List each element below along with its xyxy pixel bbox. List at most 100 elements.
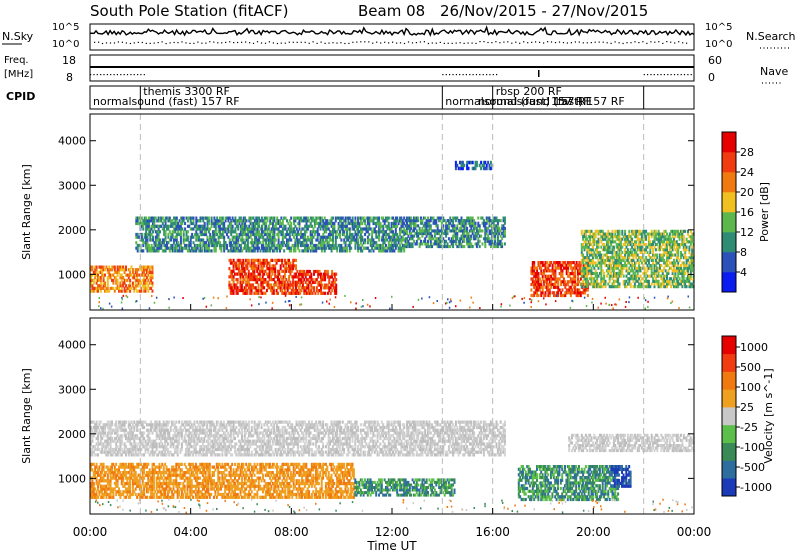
data-cell xyxy=(277,272,279,276)
data-cell xyxy=(404,229,407,233)
data-cell xyxy=(182,241,185,245)
data-cell xyxy=(230,221,233,226)
data-cell xyxy=(664,269,667,273)
data-cell xyxy=(343,230,346,234)
data-cell xyxy=(232,258,235,262)
data-cell xyxy=(238,272,241,276)
data-cell xyxy=(608,240,611,244)
data-cell xyxy=(471,245,474,249)
data-cell xyxy=(596,282,599,286)
data-cell xyxy=(320,291,322,295)
data-cell xyxy=(492,219,495,223)
noise-search-dot xyxy=(276,42,278,45)
data-cell xyxy=(600,279,603,283)
data-cell xyxy=(447,226,450,230)
near-range-speck xyxy=(643,297,645,299)
data-cell xyxy=(227,224,230,228)
data-cell xyxy=(674,248,677,252)
noise-right-label: N.Search xyxy=(746,30,796,43)
data-cell xyxy=(624,240,627,244)
data-cell xyxy=(594,285,597,289)
data-cell xyxy=(322,243,325,248)
data-cell xyxy=(344,246,347,250)
data-cell xyxy=(293,264,296,268)
data-cell xyxy=(579,293,582,298)
data-cell xyxy=(346,235,348,239)
data-cell xyxy=(587,245,590,249)
data-cell xyxy=(394,219,397,223)
data-cell xyxy=(612,245,615,249)
data-cell xyxy=(362,238,365,242)
data-cell xyxy=(389,235,392,239)
data-cell xyxy=(645,285,648,289)
data-cell xyxy=(572,277,575,281)
data-cell xyxy=(153,219,156,223)
data-cell xyxy=(628,261,631,265)
data-cell xyxy=(555,280,558,284)
data-cell xyxy=(173,216,175,220)
data-cell xyxy=(231,238,234,242)
data-cell xyxy=(645,279,648,283)
data-cell xyxy=(470,245,473,249)
data-cell xyxy=(207,241,210,245)
data-cell xyxy=(269,238,272,242)
data-cell xyxy=(499,229,502,233)
data-cell xyxy=(628,279,631,283)
data-cell xyxy=(234,249,237,253)
data-cell xyxy=(656,274,659,278)
data-cell xyxy=(593,271,596,275)
noise-search-dot xyxy=(149,42,151,44)
data-cell xyxy=(460,163,463,168)
data-cell xyxy=(536,282,539,287)
data-cell xyxy=(460,245,463,249)
data-cell xyxy=(670,261,673,265)
data-cell xyxy=(288,224,291,228)
data-cell xyxy=(151,284,154,288)
data-cell xyxy=(380,216,383,220)
noise-search-dot xyxy=(662,42,664,44)
data-cell xyxy=(239,232,242,237)
data-cell xyxy=(268,278,271,282)
data-cell xyxy=(575,293,578,298)
data-cell xyxy=(159,238,161,242)
data-cell xyxy=(312,216,315,220)
data-cell xyxy=(583,271,586,275)
data-cell xyxy=(533,291,536,295)
data-cell xyxy=(484,160,487,165)
data-cell xyxy=(329,235,332,239)
data-cell xyxy=(228,275,231,279)
data-cell xyxy=(246,288,249,293)
data-cell xyxy=(379,230,382,234)
data-cell xyxy=(586,266,589,270)
data-cell xyxy=(614,285,617,289)
data-cell xyxy=(418,232,421,236)
data-cell xyxy=(147,227,150,231)
data-cell xyxy=(666,271,668,275)
data-cell xyxy=(264,280,267,284)
data-cell xyxy=(660,253,663,257)
data-cell xyxy=(621,245,624,249)
data-cell xyxy=(297,221,300,226)
near-range-speck xyxy=(249,298,251,301)
data-cell xyxy=(652,253,655,257)
data-cell xyxy=(670,266,673,270)
data-cell xyxy=(454,237,457,241)
data-cell xyxy=(228,216,231,220)
data-cell xyxy=(272,249,274,253)
data-cell xyxy=(475,245,478,249)
data-cell xyxy=(226,243,228,248)
data-cell xyxy=(481,216,484,220)
data-cell xyxy=(638,240,641,244)
data-cell xyxy=(617,245,620,249)
data-cell xyxy=(329,283,332,287)
data-cell xyxy=(661,256,664,260)
data-cell xyxy=(631,229,634,233)
data-cell xyxy=(147,273,150,277)
data-cell xyxy=(366,246,369,250)
data-cell xyxy=(279,221,281,226)
data-cell xyxy=(677,264,680,268)
data-cell xyxy=(90,289,92,293)
data-cell xyxy=(660,235,663,239)
data-cell xyxy=(548,263,551,267)
data-cell xyxy=(636,274,639,278)
